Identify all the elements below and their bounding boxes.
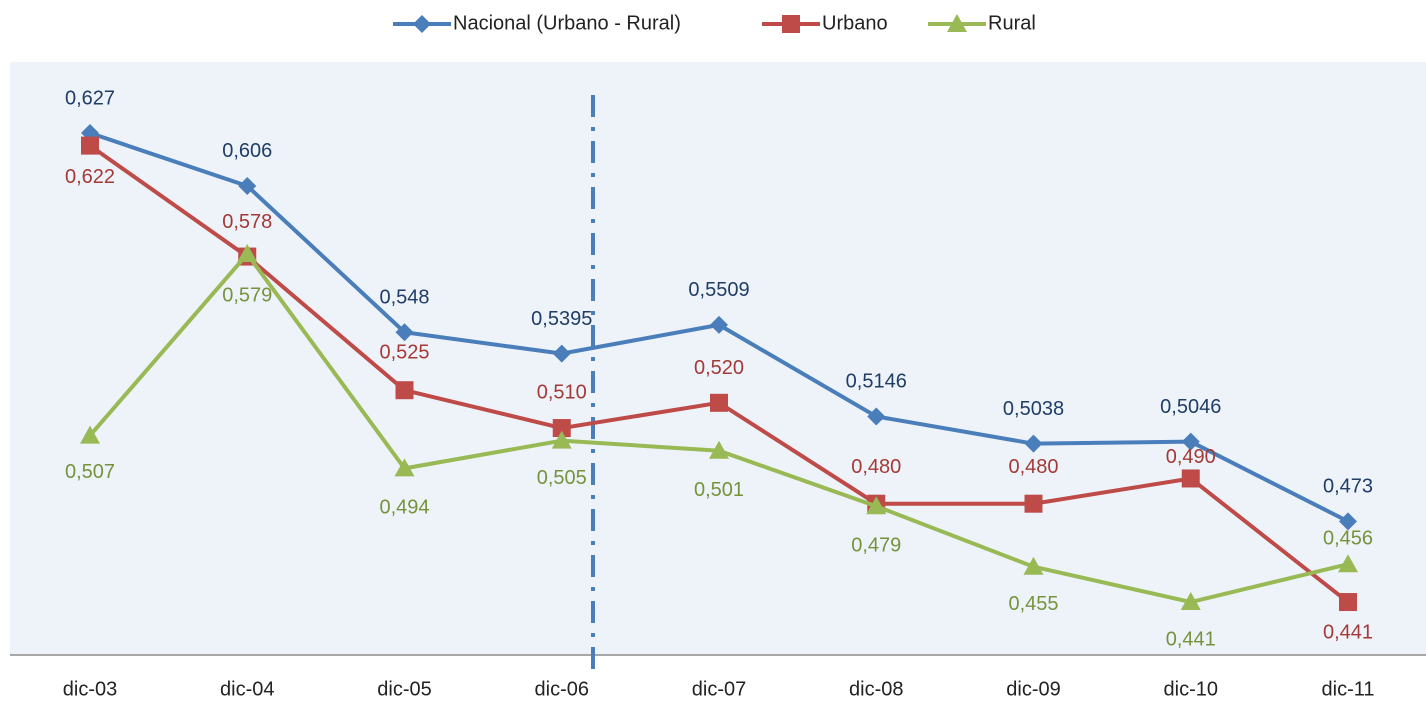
x-tick-label: dic-05 [377,678,431,700]
data-point [395,381,414,400]
data-point [866,496,887,515]
data-label: 0,507 [65,461,115,483]
data-point [1024,494,1043,513]
data-point [1180,592,1201,611]
legend-marker [947,14,967,32]
data-label: 0,480 [1008,456,1058,478]
data-point [394,458,415,477]
data-label: 0,622 [65,166,115,188]
x-tick-label: dic-11 [1322,678,1375,700]
data-point [238,176,257,195]
data-label: 0,455 [1008,593,1058,615]
data-label: 0,5038 [1003,398,1064,420]
data-point [552,344,571,363]
data-label: 0,548 [379,286,429,308]
data-point [237,244,258,263]
data-label: 0,627 [65,87,115,109]
data-label: 0,5395 [531,308,592,330]
data-point [1181,432,1200,451]
data-label: 0,505 [537,467,587,489]
data-point [1181,469,1200,488]
data-label: 0,441 [1166,628,1216,650]
data-label: 0,520 [694,357,744,379]
legend-marker [782,15,800,33]
data-point [710,393,728,412]
data-label: 0,578 [222,211,272,233]
data-label: 0,579 [222,284,272,306]
x-tick-label: dic-07 [692,678,746,700]
data-label: 0,441 [1323,621,1373,643]
x-tick-label: dic-10 [1164,678,1218,700]
data-point [867,407,886,426]
data-label: 0,525 [379,341,429,363]
x-tick-label: dic-04 [220,678,274,700]
legend-label: Nacional (Urbano - Rural) [453,12,681,34]
x-tick-label: dic-06 [535,678,589,700]
data-point [1024,434,1043,453]
x-tick-label: dic-03 [63,678,117,700]
data-label: 0,490 [1166,446,1216,468]
legend-label: Rural [988,12,1036,34]
x-tick-label: dic-09 [1006,678,1060,700]
data-label: 0,5046 [1160,396,1221,418]
data-point [1339,512,1357,531]
plot-area [10,62,1426,655]
data-label: 0,5509 [688,279,749,301]
data-point [395,323,414,342]
data-point [551,430,572,449]
data-point [1338,554,1358,573]
data-point [1023,556,1044,575]
legend-label: Urbano [822,12,888,34]
data-label: 0,5146 [846,371,907,393]
data-label: 0,479 [851,534,901,556]
data-point [710,315,728,334]
data-label: 0,606 [222,140,272,162]
data-label: 0,510 [537,381,587,403]
x-tick-label: dic-08 [849,678,903,700]
data-label: 0,480 [851,456,901,478]
data-point [80,425,100,444]
legend-marker [413,15,431,33]
data-point [709,440,729,459]
data-label: 0,473 [1323,476,1373,498]
data-point [1339,593,1357,612]
data-point [552,419,571,438]
data-label: 0,501 [694,479,744,501]
data-label: 0,456 [1323,527,1373,549]
data-label: 0,494 [379,497,429,519]
data-point [81,136,99,155]
